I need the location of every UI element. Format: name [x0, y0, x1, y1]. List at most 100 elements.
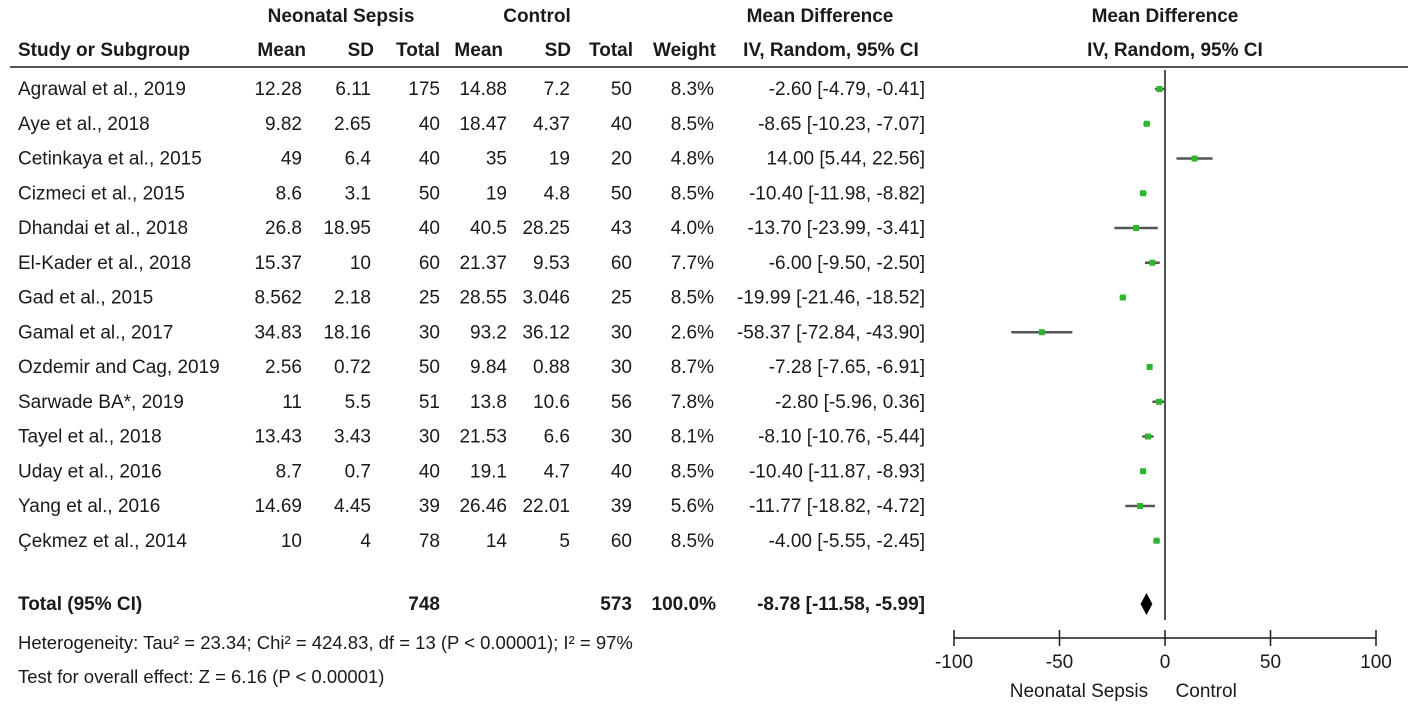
x-tick-label: 50	[1260, 652, 1281, 673]
weight-value: 8.5%	[671, 183, 714, 204]
total1-value: 39	[419, 496, 440, 517]
study-name: Cizmeci et al., 2015	[18, 183, 185, 204]
table-row: Gad et al., 2015 8.562 2.18 25 28.55 3.046 25 8…	[18, 288, 925, 309]
ci-value: -4.00 [-5.55, -2.45]	[769, 531, 925, 552]
table-row: Cetinkaya et al., 2015 49 6.4 40 35 19 20 4.8% 1…	[18, 149, 925, 170]
total1-value: 50	[419, 357, 440, 378]
heterogeneity-text: Heterogeneity: Tau² = 23.34; Chi² = 424.…	[18, 632, 633, 653]
table-row: Tayel et al., 2018 13.43 3.43 30 21.53 6.6 30 8…	[18, 427, 925, 448]
point-estimate-marker	[1146, 364, 1153, 370]
mean2-header: Mean	[454, 40, 503, 61]
ci-value: -6.00 [-9.50, -2.50]	[769, 253, 925, 274]
mean2-value: 40.5	[470, 218, 507, 239]
mean1-value: 8.562	[254, 288, 302, 309]
table-row: Agrawal et al., 2019 12.28 6.11 175 14.88 7.2…	[18, 79, 925, 100]
weight-value: 7.7%	[671, 253, 714, 274]
sd1-value: 2.18	[334, 288, 371, 309]
total1-value: 78	[419, 531, 440, 552]
pooled-estimate-diamond	[1140, 593, 1153, 615]
total-ci: -8.78 [-11.58, -5.99]	[757, 594, 925, 615]
total2-value: 56	[611, 392, 632, 413]
mean2-value: 26.46	[459, 496, 507, 517]
sd2-value: 4.37	[533, 114, 570, 135]
mean2-value: 18.47	[459, 114, 507, 135]
total-n1: 748	[408, 594, 440, 615]
study-name: Uday et al., 2016	[18, 461, 162, 482]
mean2-value: 19.1	[470, 461, 507, 482]
x-tick-label: 0	[1160, 652, 1171, 673]
weight-value: 5.6%	[671, 496, 714, 517]
total2-value: 30	[611, 322, 632, 343]
group2-header: Control	[503, 6, 571, 27]
total2-value: 40	[611, 461, 632, 482]
sd2-value: 22.01	[522, 496, 570, 517]
total1-value: 50	[419, 183, 440, 204]
total2-header: Total	[589, 40, 633, 61]
sd1-value: 2.65	[334, 114, 371, 135]
overall-effect-text: Test for overall effect: Z = 6.16 (P < 0…	[18, 666, 384, 687]
sd2-value: 0.88	[533, 357, 570, 378]
mean1-value: 9.82	[265, 114, 302, 135]
mean2-value: 93.2	[470, 322, 507, 343]
sd1-value: 0.7	[345, 461, 371, 482]
total2-value: 60	[611, 531, 632, 552]
weight-value: 8.3%	[671, 79, 714, 100]
study-name: El-Kader et al., 2018	[18, 253, 191, 274]
total2-value: 40	[611, 114, 632, 135]
study-name: Gad et al., 2015	[18, 288, 153, 309]
total1-value: 30	[419, 427, 440, 448]
study-name: Yang et al., 2016	[18, 496, 160, 517]
total-label: Total (95% CI)	[18, 594, 142, 615]
sd1-value: 4.45	[334, 496, 371, 517]
sd1-value: 4	[360, 531, 371, 552]
point-estimate-marker	[1038, 329, 1045, 336]
sd2-value: 28.25	[522, 218, 570, 239]
weight-value: 8.1%	[671, 427, 714, 448]
sd1-value: 5.5	[345, 392, 371, 413]
sd2-value: 19	[549, 149, 570, 170]
sd2-value: 10.6	[533, 392, 570, 413]
mean2-value: 35	[486, 149, 507, 170]
x-tick-label: 100	[1360, 652, 1392, 673]
total1-value: 40	[419, 114, 440, 135]
ci-value: -7.28 [-7.65, -6.91]	[769, 357, 925, 378]
point-estimate-marker	[1156, 398, 1163, 405]
table-row: Aye et al., 2018 9.82 2.65 40 18.47 4.37 40 8.5…	[18, 114, 925, 135]
total-n2: 573	[600, 594, 632, 615]
mean1-value: 12.28	[254, 79, 302, 100]
weight-value: 4.0%	[671, 218, 714, 239]
mean2-value: 14	[486, 531, 508, 552]
mean2-value: 21.53	[459, 427, 507, 448]
weight-value: 8.5%	[671, 114, 714, 135]
point-estimate-marker	[1119, 294, 1126, 301]
study-name: Tayel et al., 2018	[18, 427, 162, 448]
ci-value: -19.99 [-21.46, -18.52]	[737, 288, 925, 309]
weight-value: 8.7%	[671, 357, 714, 378]
total2-value: 50	[611, 79, 632, 100]
effect-table-header: Mean Difference	[747, 6, 894, 27]
study-name: Aye et al., 2018	[18, 114, 150, 135]
sd2-value: 4.7	[544, 461, 570, 482]
mean1-value: 8.6	[276, 183, 302, 204]
mean1-value: 2.56	[265, 357, 302, 378]
ci-value: -8.10 [-10.76, -5.44]	[758, 427, 925, 448]
total-weight: 100.0%	[652, 594, 717, 615]
total2-value: 50	[611, 183, 632, 204]
total2-value: 25	[611, 288, 632, 309]
weight-header: Weight	[653, 40, 717, 61]
ci-value: -11.77 [-18.82, -4.72]	[749, 496, 925, 517]
table-row: Dhandai et al., 2018 26.8 18.95 40 40.5 28.25…	[18, 218, 925, 239]
study-column-header: Study or Subgroup	[18, 40, 190, 61]
sd1-value: 6.4	[345, 149, 372, 170]
sd2-value: 3.046	[522, 288, 570, 309]
mean2-value: 13.8	[470, 392, 507, 413]
weight-value: 4.8%	[671, 149, 714, 170]
table-row: El-Kader et al., 2018 15.37 10 60 21.37 9.53 6…	[18, 253, 925, 274]
table-row: Yang et al., 2016 14.69 4.45 39 26.46 22.01 39…	[18, 496, 925, 517]
ci-value: -10.40 [-11.98, -8.82]	[749, 183, 925, 204]
mean2-value: 21.37	[459, 253, 507, 274]
sd1-value: 18.95	[323, 218, 371, 239]
study-name: Ozdemir and Cag, 2019	[18, 357, 220, 378]
mean2-value: 28.55	[459, 288, 507, 309]
